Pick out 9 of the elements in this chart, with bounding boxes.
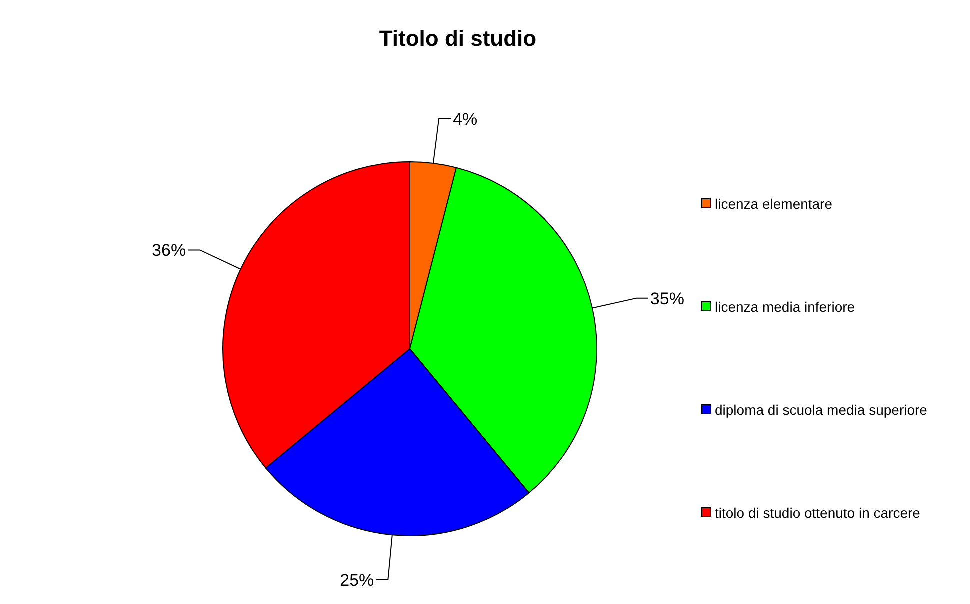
chart-title: Titolo di studio — [379, 26, 537, 51]
data-label: 36% — [152, 241, 186, 260]
legend-label: diploma di scuola media superiore — [715, 402, 928, 418]
legend-label: licenza elementare — [715, 196, 833, 212]
data-label: 25% — [340, 570, 374, 590]
data-label: 4% — [453, 110, 478, 129]
legend-label: licenza media inferiore — [715, 299, 856, 315]
legend-label: titolo di studio ottenuto in carcere — [715, 505, 921, 521]
data-label: 35% — [650, 289, 684, 308]
